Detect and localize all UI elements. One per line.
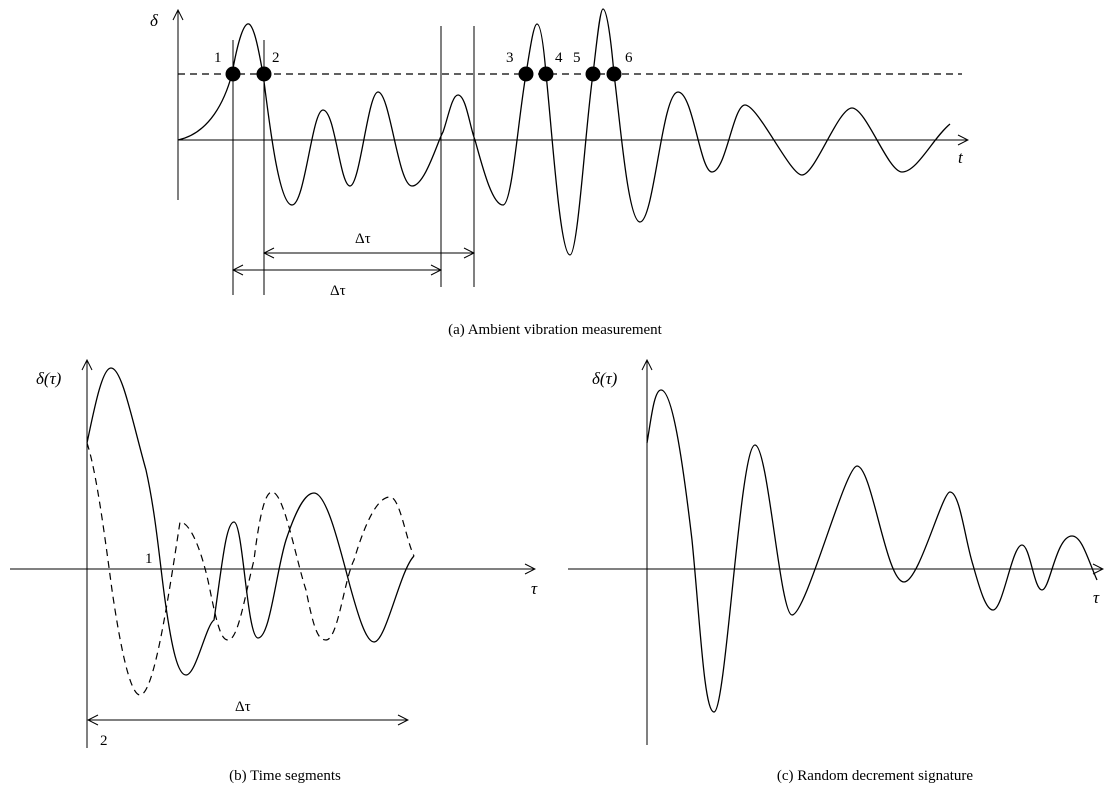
segment-label-1: 1 bbox=[145, 551, 153, 567]
panel-c-x-label: τ bbox=[1093, 588, 1100, 607]
panel-b-x-label: τ bbox=[531, 579, 538, 598]
panel-a-vibration-signal bbox=[177, 8, 951, 256]
segment-label-2: 2 bbox=[100, 733, 108, 749]
panel-b: δ(τ) τ 1 Δτ 2 (b) Time segments bbox=[10, 360, 538, 784]
panel-a-x-label: t bbox=[958, 148, 964, 167]
panel-c-caption: (c) Random decrement signature bbox=[777, 768, 974, 784]
panel-a-caption: (a) Ambient vibration measurement bbox=[448, 322, 663, 338]
panel-a-y-label: δ bbox=[150, 11, 159, 30]
point-label-3: 3 bbox=[506, 50, 514, 66]
random-decrement-signature-curve bbox=[646, 389, 1098, 713]
point-label-4: 4 bbox=[555, 50, 563, 66]
panel-b-caption: (b) Time segments bbox=[229, 768, 341, 784]
interval-label-lower: Δτ bbox=[330, 283, 346, 299]
crossing-point bbox=[585, 66, 601, 82]
crossing-point bbox=[606, 66, 622, 82]
crossing-point bbox=[538, 66, 554, 82]
crossing-point bbox=[518, 66, 534, 82]
time-segment-1-curve bbox=[86, 367, 415, 676]
point-label-5: 5 bbox=[573, 50, 581, 66]
point-label-6: 6 bbox=[625, 50, 633, 66]
time-segment-2-curve bbox=[86, 442, 415, 696]
panel-c: δ(τ) τ (c) Random decrement signature bbox=[568, 360, 1103, 784]
point-label-1: 1 bbox=[214, 50, 222, 66]
panel-b-y-label: δ(τ) bbox=[36, 369, 62, 388]
interval-label-upper: Δτ bbox=[355, 231, 371, 247]
panel-c-y-label: δ(τ) bbox=[592, 369, 618, 388]
panel-a: δ t 1 2 3 4 5 6 Δτ Δτ (a) Ambient vibrat… bbox=[150, 8, 968, 338]
point-label-2: 2 bbox=[272, 50, 280, 66]
panel-b-interval-label: Δτ bbox=[235, 699, 251, 715]
